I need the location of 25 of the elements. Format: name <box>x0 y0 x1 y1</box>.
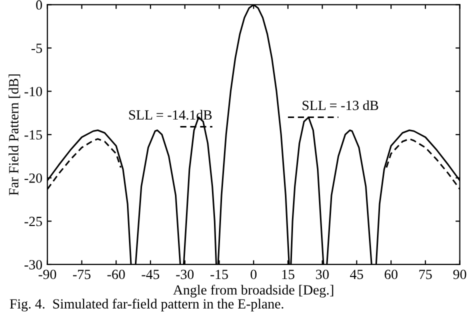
annotation: SLL = -13 dB <box>302 100 378 110</box>
y-tick-label: -30 <box>24 260 42 270</box>
x-tick-label: 90 <box>453 270 466 280</box>
x-tick-label: 0 <box>250 270 257 280</box>
caption: Fig. 4. Simulated far-field pattern in the E-plane. <box>10 298 284 312</box>
y-tick-label: -5 <box>31 44 42 53</box>
y-tick-label: -25 <box>24 216 42 226</box>
x-tick-label: -45 <box>142 270 160 280</box>
x-axis-title: Angle from broadside [Deg.] <box>173 284 334 298</box>
x-tick-label: -15 <box>210 270 228 280</box>
x-tick-label: 15 <box>282 270 294 280</box>
x-tick-label: 45 <box>350 270 364 280</box>
x-tick-label: -30 <box>176 270 194 280</box>
y-tick-label: 0 <box>36 0 42 10</box>
y-tick-label: -15 <box>24 130 42 140</box>
y-tick-label: -10 <box>24 86 42 96</box>
x-tick-label: -60 <box>107 270 125 280</box>
x-tick-label: -75 <box>73 270 90 280</box>
y-axis-title: Far Field Pattern [dB] <box>8 74 20 196</box>
annotation: SLL = -14.1dB <box>129 110 212 120</box>
y-tick-label: -20 <box>24 173 42 183</box>
x-tick-label: 60 <box>384 270 398 280</box>
x-tick-label: -90 <box>38 270 56 280</box>
x-tick-label: 75 <box>419 270 432 280</box>
x-tick-label: 30 <box>316 270 329 280</box>
